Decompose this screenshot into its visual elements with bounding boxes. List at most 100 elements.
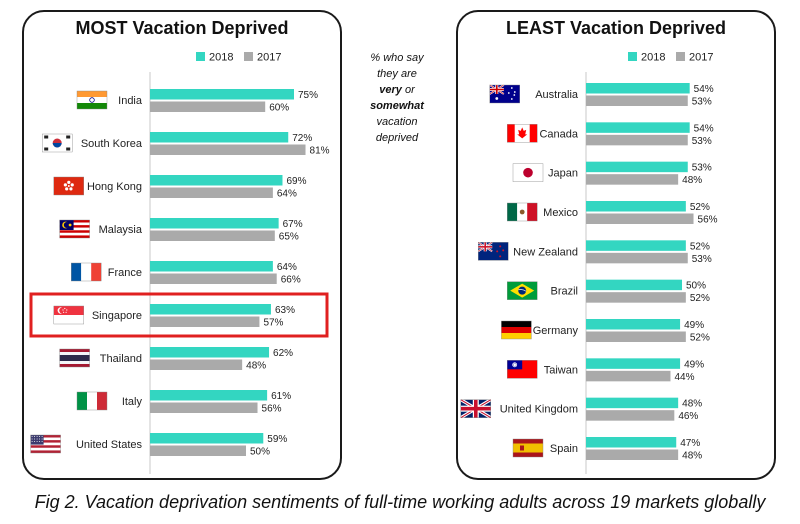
category-label: Hong Kong (87, 181, 142, 193)
category-group: United Kingdom 48%46% (459, 397, 702, 422)
note-line-3: very or (352, 82, 442, 98)
chart-note: % who say they are very or somewhat vaca… (352, 50, 442, 146)
category-group: Mexico 52% 56% (507, 201, 718, 226)
category-label: Australia (535, 89, 579, 101)
bar-2018 (586, 358, 681, 369)
bar-2018 (586, 240, 686, 251)
category-group: Germany 49% 52% (501, 319, 710, 344)
bar-2018 (150, 304, 271, 315)
category-label: India (118, 95, 143, 107)
category-group: New Zealand 52% 53% (477, 240, 712, 265)
data-label-2017: 64% (277, 189, 297, 200)
bar-2017 (586, 134, 688, 146)
data-label-2018: 54% (694, 84, 714, 95)
italy-flag-icon (76, 391, 108, 411)
most-deprived-title: MOST Vacation Deprived (75, 18, 289, 38)
data-label-2018: 61% (271, 391, 291, 402)
data-label-2017: 57% (263, 318, 283, 329)
united-kingdom-flag-icon (459, 398, 492, 420)
note-line-5: vacation (376, 116, 418, 128)
category-label: Spain (550, 443, 578, 455)
australia-flag-icon (489, 84, 520, 104)
bar-2018 (150, 89, 294, 100)
bar-2018 (586, 83, 690, 94)
data-label-2018: 53% (692, 163, 712, 174)
bar-2017 (150, 402, 258, 413)
bar-2018 (586, 279, 682, 291)
category-group: Japan 53%48% (512, 161, 712, 186)
legend-label-2018: 2018 (641, 52, 665, 64)
legend-label-2017: 2017 (257, 52, 281, 64)
bar-2017 (586, 331, 686, 342)
category-group: Australia 54% 53% (489, 83, 714, 108)
bar-2018 (150, 433, 264, 444)
note-or: or (401, 84, 415, 96)
hong-kong-flag-icon (53, 176, 84, 196)
most-deprived-chart: 2018 2017 India 75% 60% South Korea 72% 81% Hong… (29, 52, 330, 474)
category-group: Spain 47% 48% (512, 437, 702, 462)
united-states-flag-icon (30, 434, 61, 454)
data-label-2017: 81% (310, 146, 330, 157)
note-bold-somewhat: somewhat (370, 100, 424, 112)
data-label-2017: 52% (690, 293, 710, 304)
data-label-2018: 72% (292, 133, 312, 144)
mexico-flag-icon (507, 202, 538, 222)
thailand-flag-icon (59, 348, 90, 368)
category-label: Mexico (543, 207, 578, 219)
bar-2017 (150, 187, 273, 198)
france-flag-icon (71, 262, 102, 282)
data-label-2017: 56% (262, 404, 282, 415)
category-label: Brazil (550, 286, 578, 298)
bar-2017 (586, 252, 688, 264)
category-group: Canada 54% 53% (507, 122, 714, 147)
data-label-2018: 69% (286, 176, 306, 187)
legend-swatch-2017 (244, 52, 253, 61)
bar-2017 (586, 95, 688, 106)
category-label: Singapore (92, 310, 142, 322)
bar-2017 (150, 316, 260, 327)
bar-2017 (150, 359, 243, 370)
bar-2017 (586, 370, 671, 382)
data-label-2018: 49% (684, 320, 704, 331)
data-label-2018: 67% (283, 219, 303, 230)
highlight-box (29, 292, 329, 338)
data-label-2017: 52% (690, 333, 710, 344)
data-label-2018: 52% (690, 202, 710, 213)
legend-swatch-2017 (676, 52, 685, 61)
germany-flag-icon (501, 320, 532, 340)
category-group: Taiwan 49% 44% (507, 358, 704, 383)
bar-2017 (150, 101, 266, 112)
category-label: United Kingdom (500, 404, 578, 416)
category-group: Singapore 63% 57% (29, 292, 329, 338)
least-deprived-panel: LEAST Vacation Deprived 2018 2017 Australi… (456, 10, 776, 480)
bar-2017 (150, 445, 246, 456)
note-line-4: somewhat (352, 98, 442, 114)
japan-flag-icon (512, 163, 544, 182)
category-label: Malaysia (99, 224, 143, 236)
category-group: Brazil 50%52% (507, 279, 710, 304)
note-line-1: % who say (370, 52, 424, 64)
data-label-2018: 48% (682, 399, 702, 410)
category-label: Japan (548, 168, 578, 180)
data-label-2018: 63% (275, 305, 295, 316)
data-label-2018: 50% (686, 281, 706, 292)
category-group: United States 59% 50% (30, 433, 287, 458)
bar-2017 (150, 230, 275, 241)
category-group: Italy 61% 56% (76, 390, 291, 415)
data-label-2017: 48% (682, 175, 702, 186)
data-label-2017: 65% (279, 232, 299, 243)
most-deprived-panel: MOST Vacation Deprived 2018 2017 India 75% 6… (22, 10, 342, 480)
category-group: France 64% 66% (71, 261, 301, 286)
bar-2017 (586, 449, 679, 460)
data-label-2018: 52% (690, 241, 710, 252)
new-zealand-flag-icon (477, 241, 509, 261)
bar-2018 (586, 319, 681, 330)
bar-2018 (150, 390, 268, 401)
category-label: Thailand (100, 353, 142, 365)
category-label: Taiwan (544, 364, 578, 376)
data-label-2017: 44% (674, 372, 694, 383)
bar-2017 (586, 410, 675, 421)
legend-swatch-2018 (628, 52, 637, 61)
category-label: Germany (533, 325, 579, 337)
bar-2018 (586, 201, 686, 212)
